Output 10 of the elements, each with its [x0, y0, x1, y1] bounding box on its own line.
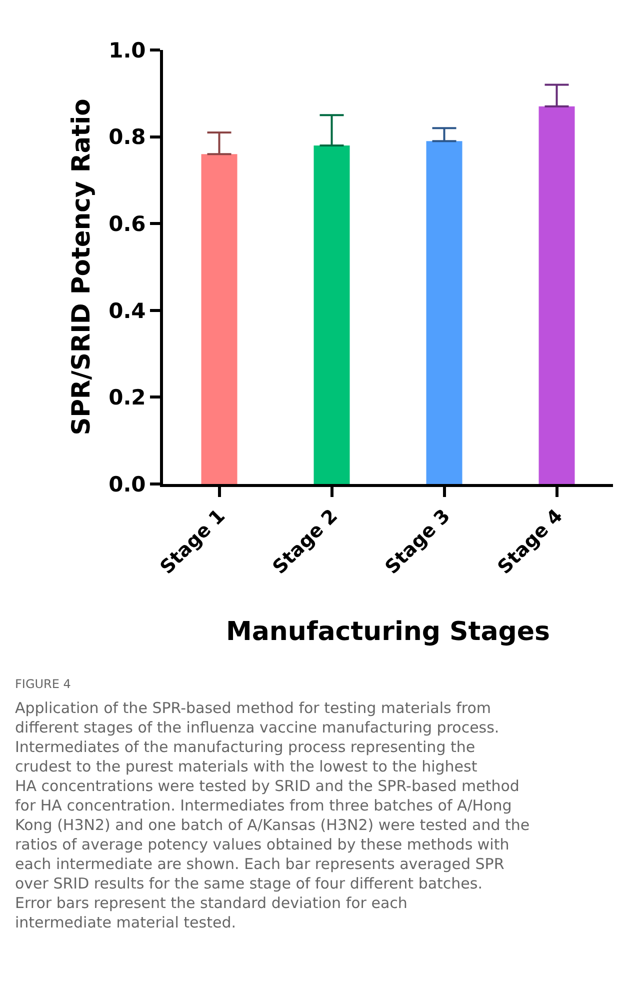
y-tick-label: 0.8 [108, 125, 146, 150]
y-axis-title: SPR/SRID Potency Ratio [66, 98, 96, 436]
text: Application of the SPR-based method for testing materials from different stages of the influenza vaccine manufacturing process. Intermediates of the manufacturing process representing the crudest to the purest materials with the lowest to the highest HA concentrations were tested by SRID and the SPR-based method for HA concentration. Intermediates from three batches of A/Hong Kong (H3N2) and one batch of A/Kansas (H3N2) were tested and the ratios of average potency values obtained by these methods with each intermediate are shown. Each bar represents averaged SPR over SRID results for the same stage of four different batches. Error bars represent the standard deviation for each intermediate material tested. [15, 699, 530, 932]
y-tick-label: 1.0 [108, 38, 146, 62]
y-tick-label: 0.6 [108, 212, 146, 236]
x-axis-title: Manufacturing Stages [226, 617, 550, 647]
caption: FIGURE 4 [15, 677, 71, 691]
y-tick-label: 0.4 [108, 298, 146, 323]
y-tick-label: 0.0 [108, 472, 146, 496]
y-tick-label: 0.2 [108, 386, 146, 410]
